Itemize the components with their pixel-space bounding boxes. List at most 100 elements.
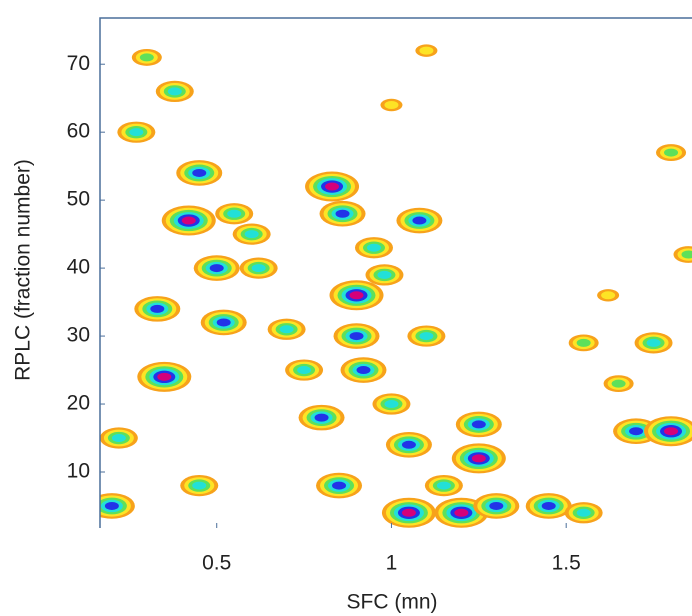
contour-level: [646, 338, 661, 347]
spot: [239, 257, 278, 279]
contour-level: [436, 481, 451, 490]
y-tick-label: 30: [67, 324, 90, 347]
y-tick-label: 70: [67, 52, 90, 75]
spot: [155, 80, 194, 103]
y-axis-title: RPLC (fraction number): [12, 159, 35, 381]
contour-level: [489, 501, 504, 510]
y-tick-label: 40: [67, 256, 90, 279]
contour-level: [349, 291, 364, 300]
contour-level: [335, 209, 350, 218]
contour-level: [356, 366, 371, 375]
contour-level: [314, 413, 329, 422]
contour-level: [384, 400, 399, 409]
y-tick-label: 60: [67, 120, 90, 143]
spot: [424, 474, 463, 497]
spot: [319, 200, 366, 227]
contour-level: [111, 434, 126, 443]
contour-level: [209, 264, 224, 273]
spot: [568, 334, 599, 352]
spot: [176, 160, 223, 186]
spot: [316, 472, 363, 499]
contour-level: [412, 216, 427, 225]
contour-level: [384, 100, 399, 109]
contour-level: [401, 508, 416, 517]
spot: [305, 171, 360, 202]
spot: [354, 237, 393, 259]
spot: [340, 357, 387, 383]
contour-level: [419, 46, 434, 55]
spot: [137, 361, 192, 392]
spot: [525, 493, 572, 519]
contour-level: [251, 264, 266, 273]
spot: [385, 432, 432, 458]
spot: [285, 359, 324, 381]
spot: [232, 223, 271, 245]
contour-level: [167, 87, 182, 96]
spot: [564, 502, 603, 524]
spot: [100, 427, 138, 449]
spot: [298, 404, 345, 431]
contour-level: [297, 366, 312, 375]
contour-level: [664, 148, 679, 157]
x-tick-label: 1.5: [552, 552, 581, 575]
spot: [131, 49, 162, 66]
spot: [396, 207, 443, 234]
contour-level: [401, 440, 416, 449]
contour-level: [541, 501, 556, 510]
spot: [597, 289, 620, 302]
spot: [333, 323, 380, 349]
contour-level: [471, 454, 486, 463]
y-tick-label: 20: [67, 392, 90, 415]
spot: [634, 332, 673, 354]
contour-level: [192, 168, 207, 177]
x-axis-title: SFC (mn): [347, 591, 438, 614]
spot: [407, 325, 446, 347]
spot: [117, 121, 156, 143]
contour-level: [157, 372, 172, 381]
spot: [415, 44, 438, 57]
contour-level: [325, 182, 340, 191]
spot: [372, 393, 411, 415]
contour-level: [192, 481, 207, 490]
contour-level: [611, 379, 626, 388]
spot: [455, 411, 502, 438]
contour-level: [139, 53, 154, 62]
spot: [100, 493, 135, 519]
contour-level: [454, 508, 469, 517]
contour-level: [216, 318, 231, 327]
spot: [603, 375, 634, 393]
contour-level: [227, 209, 242, 218]
plot-frame: [99, 17, 692, 528]
y-tick-label: 10: [67, 460, 90, 483]
spot: [200, 309, 247, 336]
contour-level: [279, 325, 294, 334]
spot: [673, 246, 692, 263]
contour-level: [244, 230, 259, 239]
spot: [380, 98, 403, 112]
contour-level: [366, 243, 381, 252]
contour-level: [181, 216, 196, 225]
contour-level: [601, 291, 616, 300]
spot: [134, 296, 181, 322]
spot: [193, 255, 240, 281]
contour-level: [332, 481, 347, 490]
contour-level: [576, 508, 591, 517]
spot: [644, 416, 692, 447]
contour-level: [664, 427, 679, 436]
spot: [656, 144, 687, 161]
spot: [381, 497, 436, 528]
spot: [161, 205, 216, 236]
contour-level: [104, 501, 119, 510]
x-tick-label: 0.5: [202, 552, 231, 575]
spot: [365, 264, 404, 286]
contour-level: [129, 128, 144, 137]
contour-level: [419, 332, 434, 341]
contour-level: [377, 270, 392, 279]
spot: [180, 474, 219, 497]
contour-level: [629, 427, 644, 436]
contour-level: [471, 420, 486, 429]
contour-level: [150, 304, 165, 313]
contour-level: [349, 332, 364, 341]
contour-area: [100, 44, 692, 528]
